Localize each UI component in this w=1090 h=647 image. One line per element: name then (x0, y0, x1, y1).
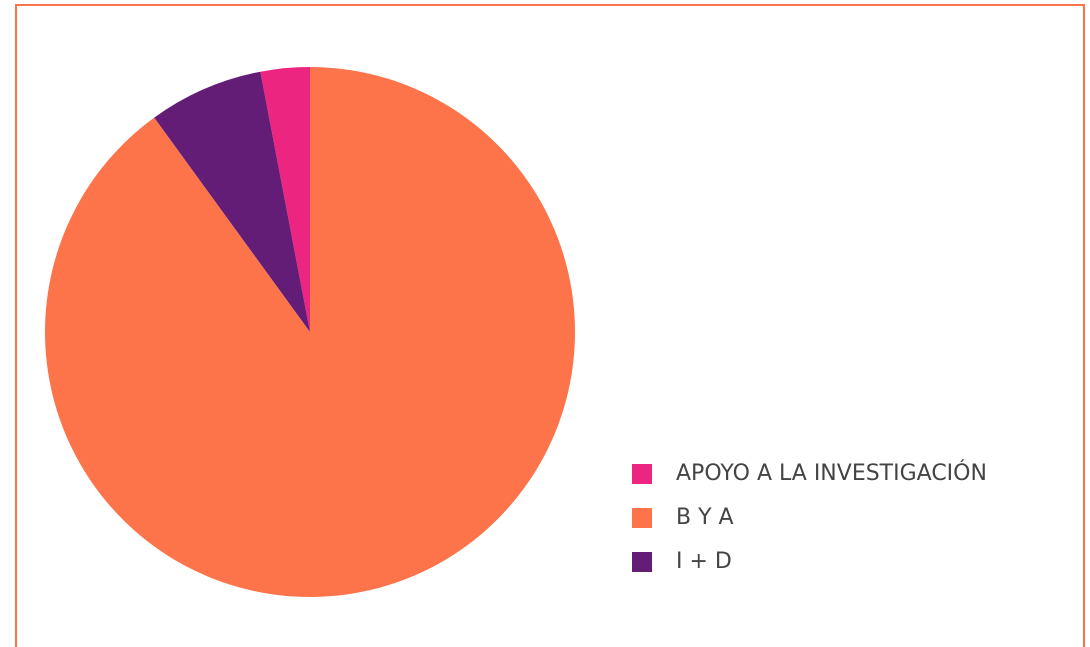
pie-slice (154, 71, 310, 332)
legend-swatch (632, 508, 652, 528)
legend-label: APOYO A LA INVESTIGACIÓN (676, 460, 987, 486)
legend-swatch (632, 552, 652, 572)
legend-swatch (632, 464, 652, 484)
legend-label: I + D (676, 549, 732, 574)
legend-label: B Y A (676, 505, 734, 530)
frame (15, 4, 1085, 647)
pie-slice (44, 67, 575, 597)
pie-slice (260, 67, 310, 332)
